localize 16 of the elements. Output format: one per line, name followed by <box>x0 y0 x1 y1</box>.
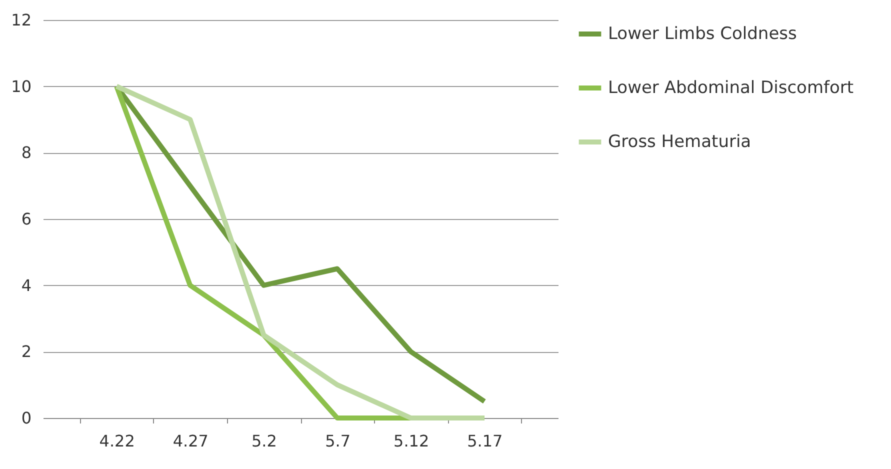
legend-label: Gross Hematuria <box>608 132 752 152</box>
x-tick-label: 4.22 <box>99 432 135 450</box>
x-tick-label: 5.7 <box>325 432 351 450</box>
legend-label: Lower Abdominal Discomfort <box>608 78 854 98</box>
y-tick-label: 6 <box>21 210 32 228</box>
x-tick-label: 5.17 <box>467 432 503 450</box>
x-tick-label: 5.12 <box>394 432 430 450</box>
y-tick-label: 10 <box>11 76 32 96</box>
y-tick-label: 0 <box>21 408 32 428</box>
y-tick-label: 2 <box>21 342 32 362</box>
x-tick-label: 5.2 <box>251 432 277 450</box>
y-tick-label: 8 <box>21 143 32 162</box>
y-tick-label: 4 <box>21 276 32 295</box>
x-tick-label: 4.27 <box>172 432 208 450</box>
y-tick-label: 12 <box>11 10 32 30</box>
legend-label: Lower Limbs Coldness <box>608 24 798 44</box>
